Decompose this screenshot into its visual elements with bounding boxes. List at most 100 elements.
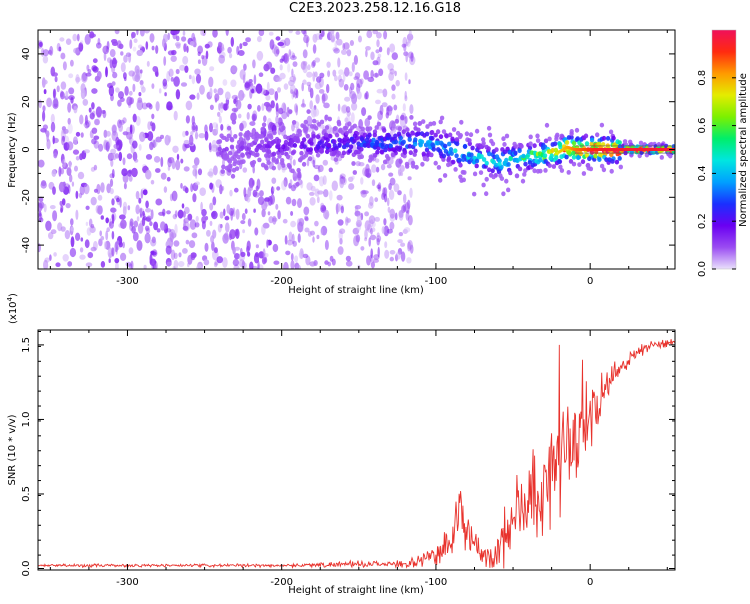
noise-blob — [398, 209, 404, 218]
noise-blob — [149, 33, 155, 43]
ridge-blob — [328, 167, 333, 173]
noise-blob — [232, 246, 236, 255]
ridge-blob — [264, 165, 269, 171]
x-tick-label: -100 — [425, 276, 448, 287]
ridge-blob — [601, 135, 607, 141]
colorbar-ticks: 0.0 0.2 0.4 0.6 0.8 — [697, 70, 736, 277]
ridge-blob — [501, 191, 506, 197]
ridge-blob — [326, 142, 332, 148]
noise-blob — [188, 240, 196, 249]
noise-blob — [295, 264, 302, 269]
noise-blob — [377, 53, 382, 58]
ridge-blob — [609, 168, 614, 174]
noise-blob — [288, 49, 292, 57]
noise-blob — [383, 225, 390, 237]
noise-blob — [343, 42, 350, 50]
noise-blob — [339, 178, 345, 189]
noise-blob — [138, 92, 142, 97]
noise-blob — [114, 258, 120, 264]
noise-blob — [67, 261, 73, 267]
noise-blob — [222, 102, 229, 111]
noise-blob — [407, 240, 413, 250]
noise-blob — [384, 241, 388, 249]
noise-blob — [275, 106, 279, 118]
noise-blob — [314, 82, 322, 90]
ridge-blob — [484, 160, 489, 166]
noise-blob — [283, 261, 289, 269]
noise-blob — [93, 240, 98, 251]
noise-blob — [142, 216, 148, 221]
ridge-blob — [453, 148, 458, 154]
noise-blob — [242, 41, 248, 47]
noise-blob — [60, 226, 66, 232]
noise-blob — [309, 191, 315, 196]
noise-blob — [301, 250, 304, 257]
ridge-blob — [281, 125, 286, 131]
noise-blob — [50, 66, 56, 77]
noise-blob — [72, 149, 80, 155]
ridge-blob — [569, 131, 574, 137]
ridge-blob — [271, 165, 276, 171]
ridge-blob — [343, 125, 349, 131]
ridge-blob — [300, 123, 305, 128]
noise-blob — [406, 209, 410, 214]
noise-blob — [359, 78, 364, 85]
ridge-blob — [446, 157, 451, 163]
noise-blob — [75, 76, 81, 83]
noise-blob — [122, 241, 125, 249]
noise-blob — [270, 67, 276, 74]
ridge-blob — [444, 133, 449, 139]
noise-blob — [135, 204, 140, 215]
noise-blob — [153, 221, 159, 231]
noise-blob — [109, 188, 114, 195]
ridge-blob — [379, 149, 385, 155]
noise-blob — [254, 227, 259, 236]
ridge-blob — [453, 167, 458, 172]
ridge-blob — [312, 118, 317, 124]
noise-blob — [231, 65, 238, 73]
ridge-blob — [454, 153, 459, 159]
noise-blob — [404, 116, 408, 124]
noise-blob — [209, 87, 213, 97]
noise-blob — [151, 113, 155, 120]
noise-blob — [368, 215, 376, 225]
noise-blob — [84, 34, 91, 45]
ridge-blob — [260, 162, 266, 168]
noise-blob — [289, 84, 296, 93]
noise-blob — [345, 260, 353, 267]
noise-blob — [292, 171, 298, 182]
ridge-blob — [233, 134, 238, 139]
noise-blob — [162, 208, 166, 217]
ridge-blob — [404, 161, 410, 167]
ridge-blob — [315, 152, 321, 158]
noise-blob — [128, 175, 133, 182]
noise-blob — [253, 208, 256, 213]
noise-blob — [49, 254, 52, 261]
noise-blob — [281, 111, 288, 120]
noise-blob — [75, 190, 79, 199]
noise-blob — [237, 113, 242, 119]
noise-blob — [126, 153, 133, 160]
ridge-blob — [438, 119, 443, 125]
y-tick-label: 0.5 — [21, 486, 32, 502]
ridge-blob — [532, 143, 537, 149]
ridge-blob — [324, 125, 330, 130]
noise-blob — [239, 43, 243, 50]
ridge-blob — [520, 178, 526, 184]
noise-blob — [281, 180, 287, 191]
ridge-blob — [315, 134, 321, 140]
ridge-blob — [431, 121, 437, 126]
noise-blob — [246, 112, 250, 120]
noise-blob — [173, 76, 180, 87]
noise-blob — [292, 91, 295, 98]
noise-blob — [277, 127, 282, 136]
noise-blob — [285, 250, 291, 256]
ridge-blob — [301, 161, 307, 167]
ridge-blob — [593, 153, 598, 159]
ridge-blob — [359, 136, 365, 142]
ridge-blob — [409, 115, 414, 120]
noise-blob — [145, 102, 152, 108]
noise-blob — [378, 46, 383, 53]
noise-blob — [264, 201, 270, 207]
noise-blob — [338, 230, 343, 241]
